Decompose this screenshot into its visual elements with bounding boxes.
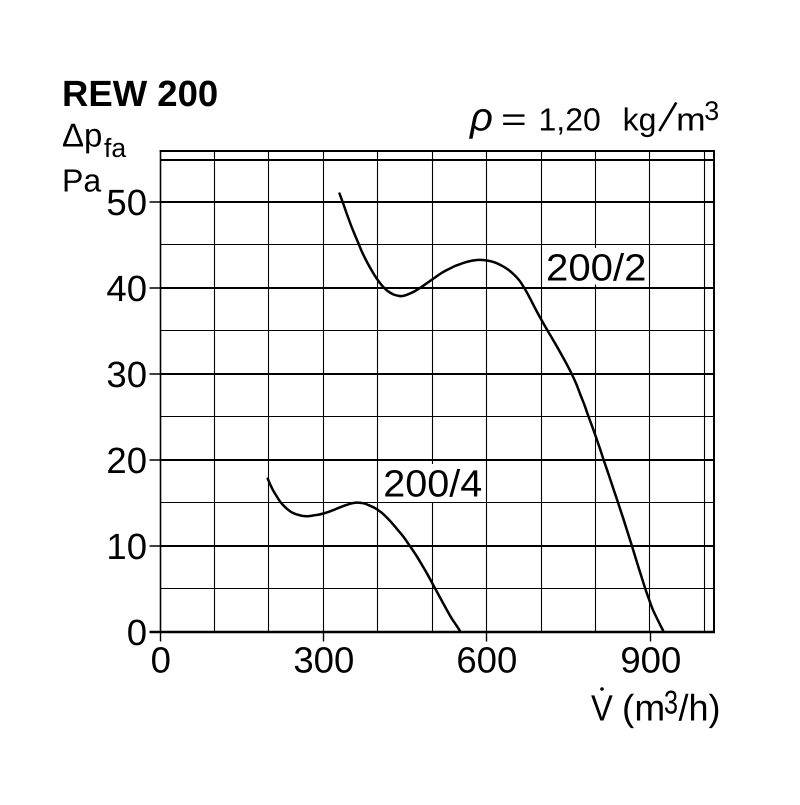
svg-text:10: 10 [106,526,147,567]
svg-text:3: 3 [664,683,678,720]
svg-text:/h): /h) [679,688,721,729]
svg-text:1,20: 1,20 [539,101,601,137]
svg-text:20: 20 [106,440,147,481]
svg-text:V: V [591,688,613,729]
svg-text:(m: (m [622,688,665,729]
svg-text:Pa: Pa [62,162,101,198]
svg-text:200/2: 200/2 [546,248,647,290]
svg-text:0: 0 [127,612,147,653]
svg-text:kg: kg [623,101,657,137]
svg-text:Δp: Δp [62,116,102,153]
svg-text:900: 900 [620,640,681,681]
svg-text:3: 3 [704,96,719,126]
svg-text:ρ: ρ [469,95,493,139]
svg-text:REW 200: REW 200 [62,73,218,114]
svg-text:200/4: 200/4 [383,464,482,506]
svg-text:m: m [676,101,706,137]
svg-text:fa: fa [104,133,126,163]
svg-text:50: 50 [106,182,147,223]
svg-text:40: 40 [106,268,147,309]
svg-text:=: = [501,100,527,137]
svg-text:0: 0 [151,640,171,681]
svg-text:600: 600 [456,640,517,681]
svg-text:30: 30 [106,354,147,395]
svg-text:300: 300 [293,640,354,681]
